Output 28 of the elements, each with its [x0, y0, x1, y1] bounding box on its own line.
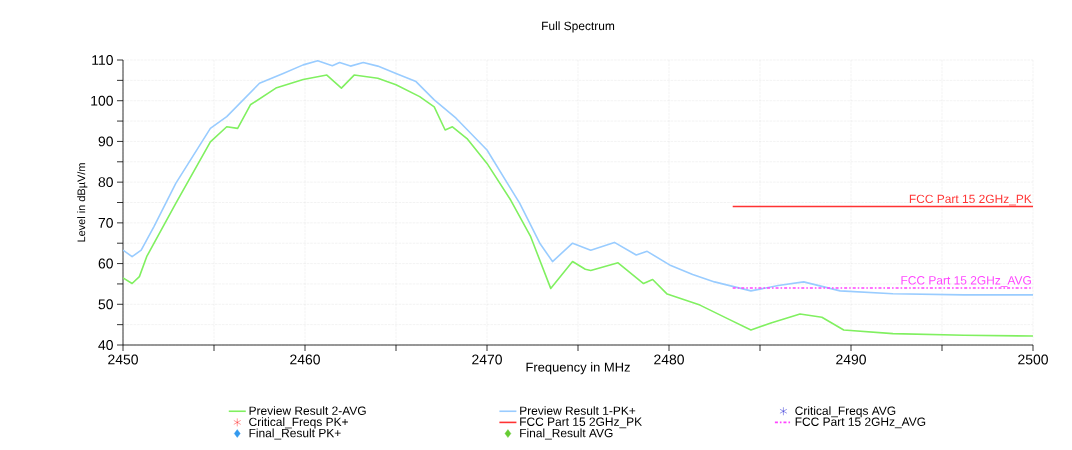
x-tick-label: 2470 — [472, 354, 502, 365]
legend-label: FCC Part 15 2GHz_AVG — [795, 417, 926, 429]
line-series — [123, 74, 1033, 337]
x-tick-label: 2500 — [1018, 354, 1048, 365]
legend-label: Final_Result AVG — [520, 428, 613, 440]
legend-label: Preview Result 1-PK+ — [520, 406, 636, 415]
y-tick-label: 80 — [98, 177, 113, 188]
text: FCC Part 15 2GHz_AVG — [901, 276, 1031, 287]
x-tick-label: 2460 — [290, 354, 320, 365]
legend-label: Final_Result PK+ — [249, 428, 341, 440]
legend-label: FCC Part 15 2GHz_PK — [520, 417, 642, 429]
y-tick-label: 90 — [98, 136, 113, 147]
y-axis-title: Level in dBµV/m — [77, 163, 88, 242]
y-tick-label: 100 — [91, 95, 113, 106]
y-tick-label: 40 — [98, 340, 113, 350]
x-tick-label: 2450 — [108, 354, 138, 365]
x-tick-label: 2480 — [654, 354, 684, 365]
y-tick-label: 70 — [98, 217, 113, 228]
y-tick-label: 50 — [98, 299, 113, 310]
y-tick-label: 110 — [92, 55, 113, 65]
y-tick-label: 60 — [98, 258, 113, 269]
legend-label: Preview Result 2-AVG — [249, 406, 366, 415]
legend-label: Critical_Freqs PK+ — [249, 417, 348, 429]
text: FCC Part 15 2GHz_PK — [909, 194, 1032, 206]
x-tick-label: 2490 — [836, 354, 866, 365]
chart-title: Full Spectrum — [542, 21, 615, 33]
x-axis-title: Frequency in MHz — [526, 362, 630, 375]
legend-label: Critical_Freqs AVG — [795, 406, 896, 418]
